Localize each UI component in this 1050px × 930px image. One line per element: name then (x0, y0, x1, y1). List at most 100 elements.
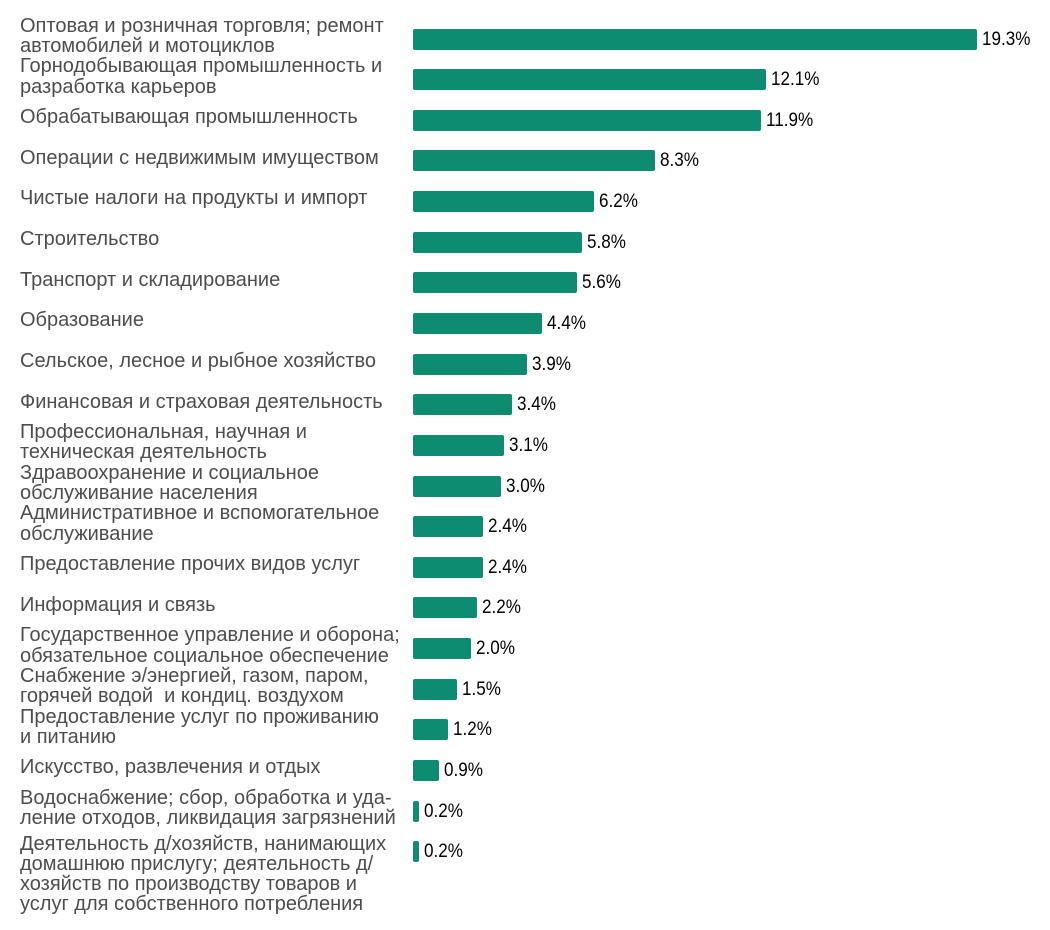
value-label: 2.0% (476, 637, 516, 660)
value-label: 3.1% (508, 433, 548, 456)
value-label: 19.3% (981, 27, 1030, 50)
value-label: 0.9% (444, 759, 484, 782)
chart-row: Профессиональная, научная и техническая … (0, 421, 1050, 466)
bar (413, 312, 542, 334)
bar-cell: 4.4% (413, 311, 1050, 334)
chart-row: Водоснабжение; сбор, обработка и уда- ле… (0, 786, 1050, 832)
value-label: 3.9% (531, 352, 571, 375)
chart-row: Снабжение э/энергией, газом, паром, горя… (0, 664, 1050, 710)
bar (413, 353, 527, 375)
bar-cell: 3.0% (413, 474, 1050, 497)
bar-cell: 3.4% (413, 394, 1050, 416)
chart-row: Административное и вспомогательное обслу… (0, 502, 1050, 547)
chart-row: Предоставление услуг по проживанию и пит… (0, 705, 1050, 751)
value-label: 11.9% (765, 108, 813, 131)
value-label: 4.4% (546, 311, 586, 334)
category-label: Государственное управление и оборона; об… (20, 624, 400, 667)
value-label: 1.2% (453, 718, 492, 741)
bar-cell: 3.1% (413, 433, 1050, 456)
category-label: Предоставление прочих видов услуг (20, 553, 361, 576)
chart-row: Горнодобывающая промышленность и разрабо… (0, 55, 1050, 100)
value-label: 12.1% (771, 68, 820, 91)
value-label: 6.2% (599, 190, 638, 213)
category-label: Строительство (20, 228, 160, 251)
bar-cell: 0.2% (413, 840, 1050, 863)
category-label: Информация и связь (20, 593, 216, 616)
value-label: 0.2% (423, 840, 463, 863)
bar (413, 434, 504, 456)
bar (413, 475, 501, 497)
category-label: Профессиональная, научная и техническая … (20, 421, 307, 464)
chart-row: Обрабатывающая промышленность 11.9% (0, 100, 1050, 141)
category-label: Оптовая и розничная торговля; ремонт авт… (20, 14, 384, 57)
category-label: Чистые налоги на продукты и импорт (20, 187, 368, 210)
category-label: Снабжение э/энергией, газом, паром, горя… (20, 664, 369, 708)
bar-cell: 19.3% (413, 27, 1050, 50)
bar-cell: 5.6% (413, 271, 1050, 294)
bar (413, 638, 472, 660)
bar (413, 516, 484, 538)
category-label: Водоснабжение; сбор, обработка и уда- ле… (20, 786, 396, 830)
category-label: Искусство, развлечения и отдых (20, 756, 321, 779)
bar (413, 191, 594, 213)
bar-cell: 0.9% (413, 759, 1050, 782)
chart-row: Предоставление прочих видов услуг 2.4% (0, 547, 1050, 588)
bar (413, 760, 440, 782)
bar (413, 69, 767, 91)
category-label: Деятельность д/хозяйств, нанимающих дома… (20, 832, 387, 916)
value-label: 5.8% (587, 230, 627, 253)
value-label: 2.2% (482, 596, 522, 619)
bar-cell: 0.2% (413, 799, 1050, 822)
chart-row: Операции с недвижимым имуществом 8.3% (0, 141, 1050, 182)
bar-cell: 3.9% (413, 352, 1050, 375)
chart-row: Искусство, развлечения и отдых 0.9% (0, 750, 1050, 791)
bar-cell: 2.4% (413, 555, 1050, 578)
bar (413, 800, 419, 822)
bar (413, 272, 577, 294)
bar-cell: 6.2% (413, 190, 1050, 213)
chart-row: Государственное управление и оборона; об… (0, 624, 1050, 669)
value-label: 5.6% (581, 271, 621, 294)
category-label: Образование (20, 309, 144, 332)
chart-row: Информация и связь 2.2% (0, 588, 1050, 629)
bar-cell: 5.8% (413, 230, 1050, 253)
category-label: Горнодобывающая промышленность и разрабо… (20, 55, 383, 98)
bar (413, 678, 457, 700)
bar (413, 109, 761, 131)
bar (413, 597, 478, 619)
bar (413, 719, 448, 741)
value-label: 0.2% (423, 799, 463, 822)
bar (413, 150, 656, 172)
value-label: 2.4% (488, 555, 527, 578)
category-label: Финансовая и страховая деятельность (20, 390, 383, 413)
bar (413, 841, 419, 863)
value-label: 8.3% (660, 149, 700, 172)
chart-row: Сельское, лесное и рыбное хозяйство 3.9% (0, 344, 1050, 385)
bar (413, 28, 977, 50)
category-label: Операции с недвижимым имуществом (20, 146, 379, 169)
bar-cell: 2.2% (413, 596, 1050, 619)
chart-row: Деятельность д/хозяйств, нанимающих дома… (0, 832, 1050, 914)
bar-cell: 8.3% (413, 149, 1050, 172)
chart-row: Оптовая и розничная торговля; ремонт авт… (0, 14, 1050, 60)
value-label: 3.0% (505, 474, 545, 497)
chart-row: Транспорт и складирование 5.6% (0, 263, 1050, 304)
bar-cell: 1.5% (413, 678, 1050, 700)
bar (413, 556, 484, 578)
category-label: Обрабатывающая промышленность (20, 106, 358, 129)
category-label: Административное и вспомогательное обслу… (20, 502, 380, 545)
bar (413, 231, 583, 253)
category-label: Предоставление услуг по проживанию и пит… (20, 705, 379, 748)
category-label: Здравоохранение и социальное обслуживани… (20, 461, 319, 505)
category-label: Сельское, лесное и рыбное хозяйство (20, 349, 377, 372)
bar (413, 394, 513, 416)
bar-cell: 2.4% (413, 516, 1050, 538)
chart-row: Образование 4.4% (0, 303, 1050, 344)
chart-row: Здравоохранение и социальное обслуживани… (0, 461, 1050, 507)
bar-cell: 1.2% (413, 718, 1050, 741)
category-label: Транспорт и складирование (20, 268, 281, 291)
bar-cell: 11.9% (413, 108, 1050, 131)
bar-cell: 2.0% (413, 637, 1050, 660)
chart-row: Чистые налоги на продукты и импорт 6.2% (0, 181, 1050, 222)
